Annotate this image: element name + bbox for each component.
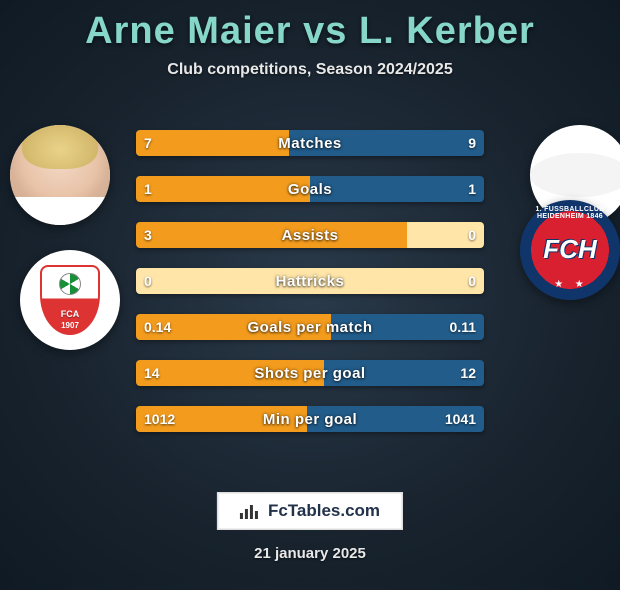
fch-crest: 1. FUSSBALLCLUB HEIDENHEIM 1846 FCH ★ ★ [520, 200, 620, 300]
stat-label: Goals [136, 176, 484, 202]
stat-row: Shots per goal14 12 [136, 360, 484, 386]
fca-abbrev: FCA [42, 309, 98, 319]
fch-arc-text: 1. FUSSBALLCLUB HEIDENHEIM 1846 [520, 206, 620, 220]
comparison-title: Arne Maier vs L. Kerber [0, 10, 620, 53]
stat-value-right: 9 [460, 130, 484, 156]
player1-club-crest: FCA 1907 [20, 250, 120, 350]
stat-value-left: 1012 [136, 406, 183, 432]
player1-avatar [10, 125, 110, 225]
fca-ball-icon [59, 273, 81, 295]
stat-row: Goals1 1 [136, 176, 484, 202]
stat-value-left: 1 [136, 176, 160, 202]
stat-label: Matches [136, 130, 484, 156]
player1-face [10, 125, 110, 225]
stat-label: Shots per goal [136, 360, 484, 386]
stat-value-left: 14 [136, 360, 168, 386]
footer-brand-box: FcTables.com [217, 492, 403, 530]
stat-label: Assists [136, 222, 484, 248]
stat-row: Hattricks0 0 [136, 268, 484, 294]
stat-value-right: 0 [460, 222, 484, 248]
stat-value-left: 7 [136, 130, 160, 156]
stat-label: Goals per match [136, 314, 484, 340]
fca-year: 1907 [42, 321, 98, 330]
stat-value-right: 0.11 [442, 314, 484, 340]
stat-label: Hattricks [136, 268, 484, 294]
fctables-logo-icon [240, 503, 260, 519]
fca-shield: FCA 1907 [40, 265, 100, 335]
stat-row: Assists3 0 [136, 222, 484, 248]
fch-abbrev: FCH [520, 234, 620, 265]
stat-row: Min per goal1012 1041 [136, 406, 484, 432]
player2-name: L. Kerber [359, 10, 535, 52]
vs-label: vs [303, 10, 347, 52]
date-label: 21 january 2025 [0, 545, 620, 562]
stat-value-right: 12 [452, 360, 484, 386]
stat-value-right: 1 [460, 176, 484, 202]
player1-name: Arne Maier [85, 10, 291, 52]
stat-bars: Matches79Goals11Assists30Hattricks00Goal… [136, 130, 484, 452]
player2-placeholder [530, 153, 620, 197]
stat-row: Matches7 9 [136, 130, 484, 156]
stat-row: Goals per match0.14 0.11 [136, 314, 484, 340]
stat-value-left: 3 [136, 222, 160, 248]
player2-club-crest: 1. FUSSBALLCLUB HEIDENHEIM 1846 FCH ★ ★ [520, 200, 620, 300]
stat-value-left: 0 [136, 268, 160, 294]
fca-crest: FCA 1907 [40, 265, 100, 335]
footer-brand-text: FcTables.com [268, 501, 380, 521]
stat-value-right: 0 [460, 268, 484, 294]
stat-value-right: 1041 [437, 406, 484, 432]
stat-label: Min per goal [136, 406, 484, 432]
subtitle: Club competitions, Season 2024/2025 [0, 61, 620, 79]
fch-stars-icon: ★ ★ [520, 279, 620, 290]
stat-value-left: 0.14 [136, 314, 179, 340]
